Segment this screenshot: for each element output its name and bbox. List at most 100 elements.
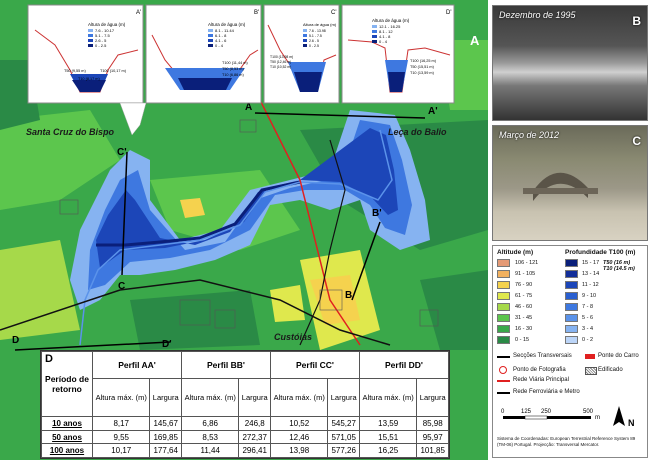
depth-class-label: 9 - 10 bbox=[582, 293, 597, 299]
height-header: Altura máx. (m) bbox=[269, 378, 329, 418]
profile-header: Perfil CC' bbox=[269, 350, 360, 380]
scale-label: 500 bbox=[583, 409, 594, 415]
north-arrow-icon bbox=[613, 406, 625, 426]
bridge-drawing bbox=[523, 172, 598, 201]
depth-class-label: 15 - 17 bbox=[582, 260, 600, 266]
profile-b-item: 8.1 - 11.44 bbox=[215, 28, 235, 33]
altitude-legend-title: Altitude (m) bbox=[497, 249, 534, 256]
profile-b-item: 4.1 - 6 bbox=[215, 38, 227, 43]
scale-label: 125 bbox=[521, 409, 532, 415]
profile-inset-c: C' Altura de água (m) 7.6 - 13.98 5.1 - … bbox=[263, 4, 340, 104]
results-grid: Período de retorno Perfil AA' Perfil BB'… bbox=[41, 350, 450, 458]
section-labels: A A' B B' C' C D D' bbox=[12, 102, 438, 350]
value-cell: 8,53 bbox=[180, 429, 240, 445]
value-cell: 177,64 bbox=[149, 443, 182, 458]
depth-swatch bbox=[565, 292, 578, 300]
results-table: D Período de retorno Perfil AA' Perfil B… bbox=[40, 350, 450, 459]
profile-b-item: 0 - 4 bbox=[215, 43, 224, 48]
value-cell: 545,27 bbox=[327, 416, 360, 431]
value-cell: 101,85 bbox=[416, 443, 449, 458]
profile-c-legend-title: Altura de água (m) bbox=[303, 22, 337, 27]
photo-c-letter: C bbox=[632, 134, 641, 148]
profile-header: Perfil DD' bbox=[358, 350, 450, 380]
profile-inset-a: A' Altura de água (m) 7.6 - 10.17 5.1 - … bbox=[27, 4, 144, 104]
profile-c-note: T100 (13,98 m) bbox=[270, 55, 293, 59]
width-header: Largura bbox=[416, 378, 449, 418]
scale-label: 250 bbox=[541, 409, 552, 415]
scale-label: 0 bbox=[501, 409, 505, 415]
profile-header: Perfil AA' bbox=[92, 350, 182, 380]
altitude-swatch bbox=[497, 336, 510, 344]
value-cell: 10,17 bbox=[91, 443, 151, 458]
depth-class-label: 13 - 14 bbox=[582, 271, 600, 277]
value-cell: 246,8 bbox=[238, 416, 271, 431]
profile-d-note: T100 (16,25 m) bbox=[410, 59, 437, 63]
section-label-c-prime: C' bbox=[117, 147, 127, 158]
section-label-b: B bbox=[345, 290, 352, 301]
width-header: Largura bbox=[238, 378, 271, 418]
period-cell: 50 anos bbox=[41, 429, 93, 445]
profile-a-note: T100 (10,17 m) bbox=[100, 69, 127, 73]
width-header: Largura bbox=[149, 378, 182, 418]
altitude-class-label: 31 - 45 bbox=[515, 315, 533, 321]
section-label-d-prime: D' bbox=[162, 339, 172, 350]
profile-a-letter: A' bbox=[136, 10, 141, 16]
photo-c: Março de 2012 C bbox=[492, 125, 648, 241]
depth-swatch bbox=[565, 281, 578, 289]
scale-and-north: 0 125 250 500 m N bbox=[501, 406, 635, 428]
altitude-swatch bbox=[497, 270, 510, 278]
altitude-class-label: 76 - 90 bbox=[515, 282, 533, 288]
profile-c-item: 2.6 - 5 bbox=[309, 39, 319, 43]
altitude-class-label: 0 - 15 bbox=[515, 337, 530, 343]
rail-symbol bbox=[497, 392, 510, 394]
road-symbol bbox=[497, 380, 510, 382]
place-custoias: Custóias bbox=[274, 332, 312, 342]
profile-d-legend-title: Altura de água (m) bbox=[372, 18, 410, 23]
place-leca: Leça do Balio bbox=[388, 127, 447, 137]
scale-unit: m bbox=[595, 415, 600, 421]
depth-class-label: 0 - 2 bbox=[582, 337, 594, 343]
profile-c-item: 0 - 2.5 bbox=[309, 44, 319, 48]
value-cell: 577,26 bbox=[327, 443, 360, 458]
depth-class-label: 11 - 12 bbox=[582, 282, 599, 288]
depth-swatch bbox=[565, 259, 578, 267]
profile-d-item: 4.1 - 8 bbox=[379, 34, 391, 39]
profile-a-item: 0 - 2.5 bbox=[95, 43, 107, 48]
sections-symbol bbox=[497, 356, 510, 358]
profile-c-note: T10 (10,52 m) bbox=[270, 65, 291, 69]
profile-a-item: 7.6 - 10.17 bbox=[95, 28, 115, 33]
depth-class-label: 7 - 8 bbox=[582, 304, 594, 310]
profile-a-legend-title: Altura de água (m) bbox=[88, 22, 126, 27]
altitude-swatch bbox=[497, 325, 510, 333]
north-label: N bbox=[628, 418, 635, 428]
map-legend: Altitude (m) Profundidade T100 (m) 106 -… bbox=[492, 245, 648, 458]
section-label-d: D bbox=[12, 335, 19, 346]
profile-b-item: 6.1 - 8 bbox=[215, 33, 227, 38]
photo-b: Dezembro de 1995 B bbox=[492, 5, 648, 121]
rail-label: Rede Ferroviária e Metro bbox=[513, 389, 580, 395]
altitude-swatch bbox=[497, 303, 510, 311]
place-santa-cruz: Santa Cruz do Bispo bbox=[26, 127, 115, 137]
built-label: Edificado bbox=[598, 367, 623, 373]
profile-b-letter: B' bbox=[254, 10, 259, 16]
value-cell: 8,17 bbox=[91, 416, 151, 431]
table-row: 10 anos 8,17 145,67 6,86 246,8 10,52 545,27 13,… bbox=[41, 416, 449, 431]
altitude-swatch bbox=[497, 314, 510, 322]
built-symbol bbox=[585, 367, 597, 375]
altitude-class-label: 16 - 30 bbox=[515, 326, 533, 332]
value-cell: 6,86 bbox=[180, 416, 240, 431]
profile-d-item: 12.1 - 16.25 bbox=[379, 24, 401, 29]
photo-b-letter: B bbox=[632, 14, 641, 28]
reference-text: Sistema de Coordenadas: European Terrest… bbox=[497, 436, 636, 447]
section-label-a-prime: A' bbox=[428, 106, 438, 117]
width-header: Largura bbox=[327, 378, 360, 418]
period-header: Período de retorno bbox=[41, 350, 93, 418]
profile-d-letter: D' bbox=[446, 10, 451, 16]
value-cell: 9,55 bbox=[91, 429, 151, 445]
height-header: Altura máx. (m) bbox=[91, 378, 151, 418]
value-cell: 145,67 bbox=[149, 416, 182, 431]
sections-label: Secções Transversais bbox=[513, 353, 572, 359]
depth-swatch bbox=[565, 325, 578, 333]
altitude-class-label: 106 - 121 bbox=[515, 260, 539, 266]
depth-swatch bbox=[565, 303, 578, 311]
